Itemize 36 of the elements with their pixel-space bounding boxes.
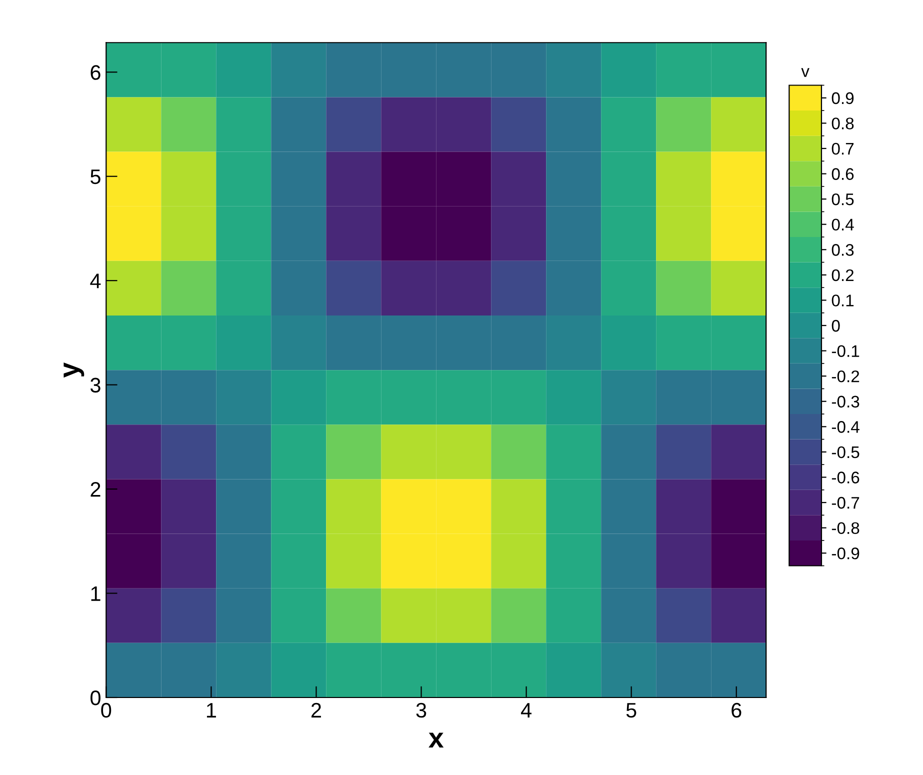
x-tick-label: 6 [732,702,742,718]
color-bar-label: 0.6 [832,168,854,180]
color-bar-label: 0.2 [832,269,854,282]
y-tick-label: 5 [90,170,100,184]
color-bar-label: 0.9 [832,92,854,104]
color-bar-label: -0.2 [832,370,860,382]
color-bar-label: 0.4 [832,218,854,231]
x-tick-label: 5 [626,703,636,718]
color-bar-label: -0.7 [832,496,860,509]
color-bar-label: -0.4 [832,421,860,433]
color-bar-title: v [801,68,810,77]
color-bar-label: 0.1 [832,294,854,306]
color-bar-label: 0.7 [832,142,854,155]
x-tick-label: 4 [520,703,532,718]
color-bar-label: -0.6 [832,472,860,484]
color-bar-label: -0.9 [832,548,860,560]
x-tick-label: 0 [101,702,112,718]
y-axis-title: y [64,362,84,378]
color-bar-label: -0.5 [832,446,860,458]
y-tick-label: 1 [91,586,100,601]
color-bar-label: 0.3 [832,244,854,256]
x-tick-label: 1 [206,703,216,718]
color-bar-label: -0.3 [832,396,860,408]
color-bar-label: 0.8 [832,118,854,130]
y-tick-label: 3 [90,378,100,393]
color-bar-label: 0.5 [832,193,854,206]
y-tick-label: 0 [90,690,100,706]
color-bar-label: -0.8 [832,522,860,534]
x-axis-title: x [428,732,444,748]
color-bar-label: 0 [832,320,840,332]
y-tick-label: 6 [90,65,100,80]
y-tick-label: 4 [90,274,101,288]
y-tick-label: 2 [90,482,100,497]
color-bar-label: -0.1 [832,345,860,357]
x-tick-label: 3 [416,702,426,718]
x-tick-label: 2 [311,702,321,718]
